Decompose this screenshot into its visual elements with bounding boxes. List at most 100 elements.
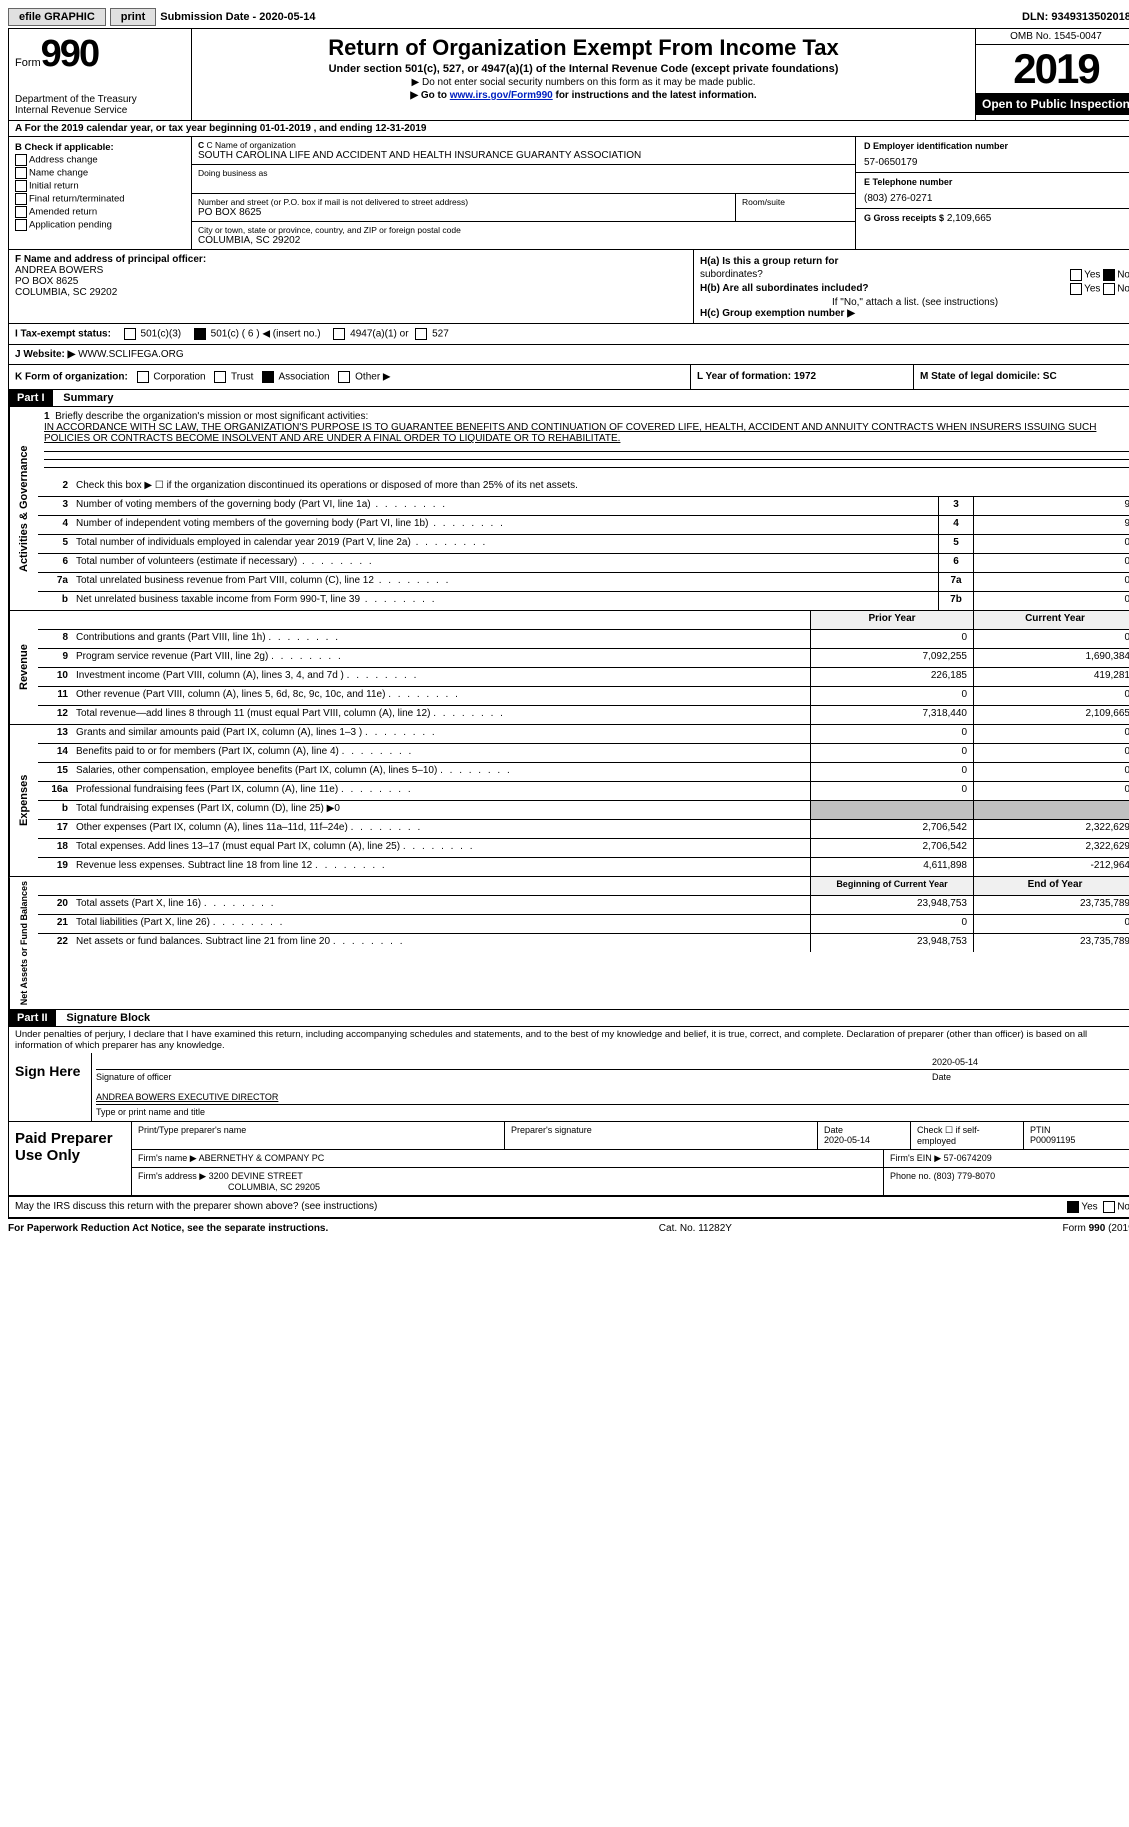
officer-name: ANDREA BOWERS	[15, 265, 687, 276]
part2-header-row: Part II Signature Block	[9, 1010, 1129, 1027]
ptin-value: P00091195	[1030, 1135, 1129, 1145]
chk-hb-no[interactable]	[1103, 283, 1115, 295]
table-row: 13Grants and similar amounts paid (Part …	[38, 725, 1129, 744]
city-value: COLUMBIA, SC 29202	[198, 235, 849, 246]
chk-ha-yes[interactable]	[1070, 269, 1082, 281]
chk-address-change[interactable]	[15, 154, 27, 166]
col-prior-year: Prior Year	[810, 611, 973, 629]
section-b-block: B Check if applicable: Address change Na…	[9, 137, 1129, 250]
tax-year: 2019	[976, 45, 1129, 93]
chk-hb-yes[interactable]	[1070, 283, 1082, 295]
line-j: J Website: ▶ WWW.SCLIFEGA.ORG	[9, 345, 1129, 365]
chk-assoc[interactable]	[262, 371, 274, 383]
footer-right: Form 990 (2019)	[1063, 1223, 1129, 1234]
ein-label: D Employer identification number	[864, 141, 1128, 151]
chk-discuss-yes[interactable]	[1067, 1201, 1079, 1213]
revenue-group: Revenue Prior Year Current Year 8Contrib…	[9, 611, 1129, 725]
table-row: 11Other revenue (Part VIII, column (A), …	[38, 687, 1129, 706]
preparer-date-label: Date	[824, 1125, 904, 1135]
officer-printed-label: Type or print name and title	[96, 1107, 1129, 1117]
header-right: OMB No. 1545-0047 2019 Open to Public In…	[975, 29, 1129, 120]
ein-value: 57-0650179	[864, 157, 1128, 168]
gross-label: G Gross receipts $	[864, 213, 944, 223]
vtab-balances: Net Assets or Fund Balances	[9, 877, 38, 1009]
chk-527[interactable]	[415, 328, 427, 340]
col-current-year: Current Year	[973, 611, 1129, 629]
activities-governance-group: Activities & Governance 1 Briefly descri…	[9, 407, 1129, 611]
chk-501c[interactable]	[194, 328, 206, 340]
sig-date-label: Date	[932, 1072, 1129, 1082]
col-b-header: B Check if applicable:	[15, 142, 185, 153]
dln-number: DLN: 93493135020180	[1022, 11, 1129, 23]
print-button[interactable]: print	[110, 8, 156, 26]
mission-block: 1 Briefly describe the organization's mi…	[38, 407, 1129, 478]
table-row: 18Total expenses. Add lines 13–17 (must …	[38, 839, 1129, 858]
table-row: 8Contributions and grants (Part VIII, li…	[38, 630, 1129, 649]
table-row: 20Total assets (Part X, line 16) 23,948,…	[38, 896, 1129, 915]
line-a: A For the 2019 calendar year, or tax yea…	[9, 121, 1129, 137]
preparer-name-label: Print/Type preparer's name	[138, 1125, 498, 1135]
table-row: 7aTotal unrelated business revenue from …	[38, 573, 1129, 592]
table-row: 17Other expenses (Part IX, column (A), l…	[38, 820, 1129, 839]
sign-date: 2020-05-14	[932, 1057, 1129, 1067]
table-row: 19Revenue less expenses. Subtract line 1…	[38, 858, 1129, 876]
table-row: bTotal fundraising expenses (Part IX, co…	[38, 801, 1129, 820]
form-note-2: ▶ Go to www.irs.gov/Form990 for instruct…	[202, 90, 965, 101]
firm-city: COLUMBIA, SC 29205	[138, 1182, 877, 1192]
part1-badge: Part I	[9, 390, 53, 406]
top-toolbar: efile GRAPHIC print Submission Date - 20…	[8, 8, 1129, 26]
footer-left: For Paperwork Reduction Act Notice, see …	[8, 1223, 328, 1234]
tel-value: (803) 276-0271	[864, 193, 1128, 204]
table-row: 12Total revenue—add lines 8 through 11 (…	[38, 706, 1129, 724]
table-row: 21Total liabilities (Part X, line 26) 00	[38, 915, 1129, 934]
paid-preparer-block: Paid Preparer Use Only Print/Type prepar…	[9, 1122, 1129, 1197]
table-row: 10Investment income (Part VIII, column (…	[38, 668, 1129, 687]
officer-label: F Name and address of principal officer:	[15, 254, 206, 265]
form-container: Form990 Department of the Treasury Inter…	[8, 28, 1129, 1219]
firm-ein-label: Firm's EIN ▶	[890, 1153, 941, 1163]
chk-final[interactable]	[15, 193, 27, 205]
firm-name: ABERNETHY & COMPANY PC	[199, 1153, 325, 1163]
firm-name-label: Firm's name ▶	[138, 1153, 197, 1163]
part1-header-row: Part I Summary	[9, 390, 1129, 407]
chk-other[interactable]	[338, 371, 350, 383]
chk-initial[interactable]	[15, 180, 27, 192]
form-subtitle: Under section 501(c), 527, or 4947(a)(1)…	[202, 63, 965, 75]
table-row: 3Number of voting members of the governi…	[38, 497, 1129, 516]
efile-button[interactable]: efile GRAPHIC	[8, 8, 106, 26]
col-begin-year: Beginning of Current Year	[810, 877, 973, 895]
table-row: 6Total number of volunteers (estimate if…	[38, 554, 1129, 573]
footer-mid: Cat. No. 11282Y	[659, 1223, 732, 1234]
mission-text: IN ACCORDANCE WITH SC LAW, THE ORGANIZAT…	[44, 422, 1096, 444]
irs-link[interactable]: www.irs.gov/Form990	[450, 90, 553, 101]
line-l: L Year of formation: 1972	[690, 365, 913, 389]
chk-name-change[interactable]	[15, 167, 27, 179]
chk-pending[interactable]	[15, 219, 27, 231]
part2-title: Signature Block	[58, 1012, 150, 1024]
self-employed-label: Check ☐ if self-employed	[911, 1122, 1024, 1149]
table-row: 4Number of independent voting members of…	[38, 516, 1129, 535]
chk-501c3[interactable]	[124, 328, 136, 340]
chk-ha-no[interactable]	[1103, 269, 1115, 281]
city-label: City or town, state or province, country…	[198, 225, 849, 235]
line-i: I Tax-exempt status: 501(c)(3) 501(c) ( …	[9, 324, 1129, 345]
section-f: F Name and address of principal officer:…	[9, 250, 694, 323]
firm-addr: 3200 DEVINE STREET	[209, 1171, 303, 1181]
firm-ein: 57-0674209	[944, 1153, 992, 1163]
preparer-date: 2020-05-14	[824, 1135, 904, 1145]
org-name: SOUTH CAROLINA LIFE AND ACCIDENT AND HEA…	[198, 150, 849, 161]
line2-desc: Check this box ▶ ☐ if the organization d…	[72, 478, 1129, 496]
inspection-label: Open to Public Inspection	[976, 93, 1129, 115]
part2-badge: Part II	[9, 1010, 56, 1026]
chk-trust[interactable]	[214, 371, 226, 383]
balances-group: Net Assets or Fund Balances Beginning of…	[9, 877, 1129, 1010]
chk-discuss-no[interactable]	[1103, 1201, 1115, 1213]
line-klm: K Form of organization: Corporation Trus…	[9, 365, 1129, 390]
firm-phone: (803) 779-8070	[934, 1171, 996, 1181]
part1-title: Summary	[55, 392, 113, 404]
chk-corp[interactable]	[137, 371, 149, 383]
chk-4947[interactable]	[333, 328, 345, 340]
header-center: Return of Organization Exempt From Incom…	[192, 29, 975, 120]
chk-amended[interactable]	[15, 206, 27, 218]
section-fgh: F Name and address of principal officer:…	[9, 250, 1129, 324]
